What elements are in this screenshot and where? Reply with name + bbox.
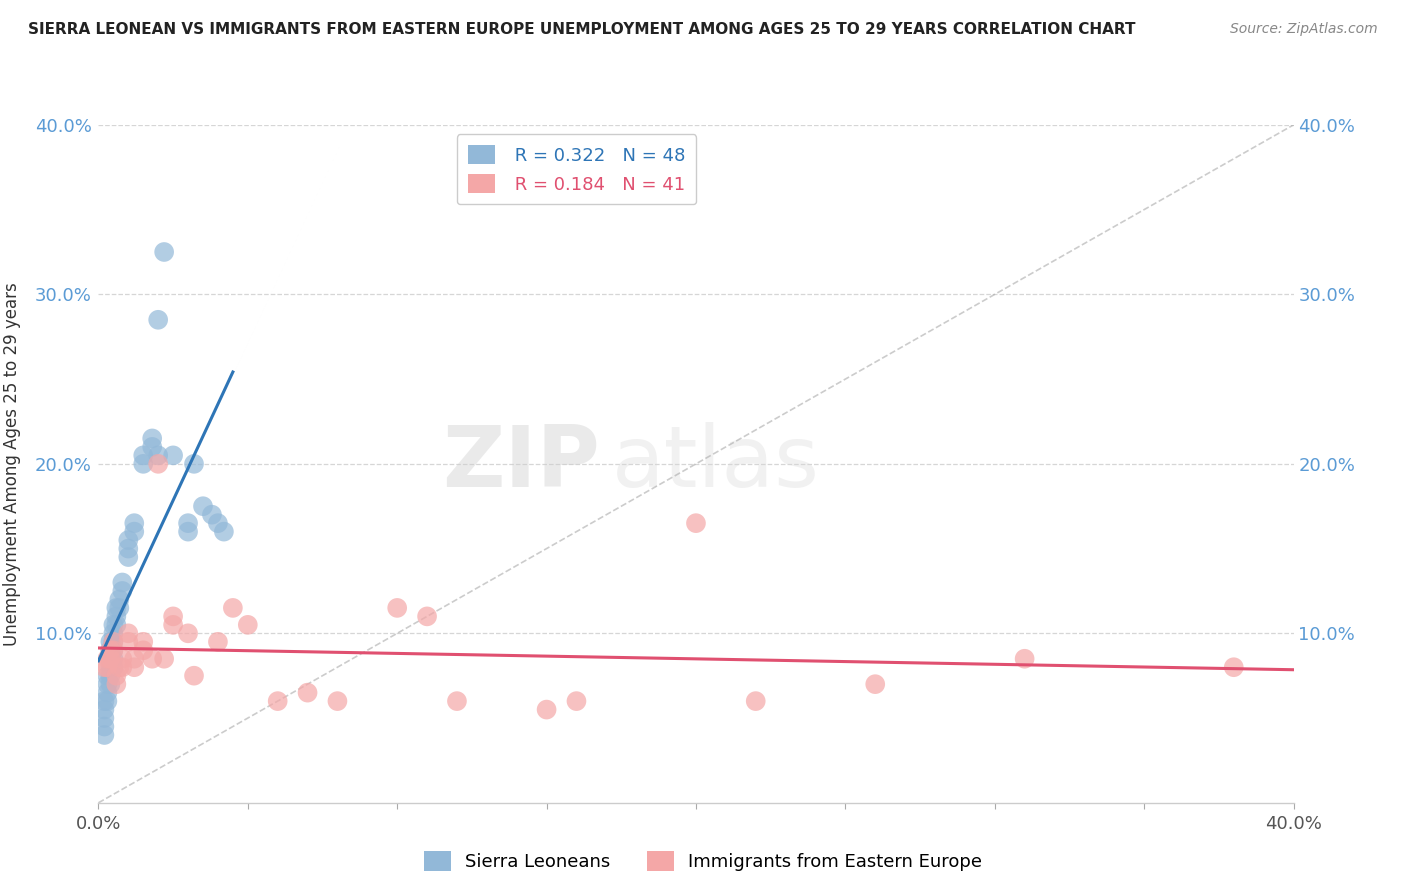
Point [124, 660, 146, 674]
Point [207, 516, 229, 530]
Point [124, 651, 146, 665]
Point [132, 635, 155, 649]
Point [183, 457, 205, 471]
Point [222, 601, 245, 615]
Text: atlas: atlas [613, 422, 820, 506]
Point [153, 651, 176, 665]
Legend:  R = 0.322   N = 48,  R = 0.184   N = 41: R = 0.322 N = 48, R = 0.184 N = 41 [457, 134, 696, 204]
Point [446, 694, 468, 708]
Point [96, 685, 118, 699]
Point [117, 626, 139, 640]
Point [326, 694, 349, 708]
Point [124, 524, 146, 539]
Point [103, 651, 125, 665]
Point [416, 609, 439, 624]
Point [105, 669, 128, 683]
Point [100, 669, 122, 683]
Point [93, 728, 115, 742]
Point [117, 533, 139, 548]
Point [111, 660, 134, 674]
Point [103, 618, 125, 632]
Point [1014, 651, 1036, 665]
Point [103, 660, 125, 674]
Point [267, 694, 290, 708]
Point [132, 643, 155, 657]
Point [148, 449, 170, 463]
Point [201, 508, 224, 522]
Point [132, 449, 155, 463]
Point [183, 669, 205, 683]
Point [297, 685, 319, 699]
Legend: Sierra Leoneans, Immigrants from Eastern Europe: Sierra Leoneans, Immigrants from Eastern… [416, 844, 990, 879]
Point [177, 516, 200, 530]
Point [96, 694, 118, 708]
Text: SIERRA LEONEAN VS IMMIGRANTS FROM EASTERN EUROPE UNEMPLOYMENT AMONG AGES 25 TO 2: SIERRA LEONEAN VS IMMIGRANTS FROM EASTER… [28, 22, 1136, 37]
Point [100, 660, 122, 674]
Point [177, 524, 200, 539]
Point [103, 635, 125, 649]
Point [1223, 660, 1246, 674]
Point [148, 457, 170, 471]
Point [162, 618, 184, 632]
Point [111, 575, 134, 590]
Point [141, 432, 163, 446]
Point [153, 244, 176, 259]
Point [141, 440, 163, 454]
Point [103, 635, 125, 649]
Point [93, 711, 115, 725]
Point [103, 626, 125, 640]
Point [865, 677, 887, 691]
Point [105, 677, 128, 691]
Point [236, 618, 259, 632]
Point [100, 635, 122, 649]
Point [100, 651, 122, 665]
Point [96, 651, 118, 665]
Point [191, 500, 214, 514]
Point [132, 457, 155, 471]
Point [105, 618, 128, 632]
Point [207, 635, 229, 649]
Point [117, 635, 139, 649]
Point [385, 601, 409, 615]
Point [100, 643, 122, 657]
Point [117, 541, 139, 556]
Point [177, 626, 200, 640]
Point [536, 703, 558, 717]
Point [93, 694, 115, 708]
Text: Source: ZipAtlas.com: Source: ZipAtlas.com [1230, 22, 1378, 37]
Point [100, 677, 122, 691]
Point [117, 549, 139, 565]
Point [162, 449, 184, 463]
Point [93, 719, 115, 733]
Point [111, 584, 134, 599]
Point [565, 694, 588, 708]
Point [96, 669, 118, 683]
Point [103, 643, 125, 657]
Y-axis label: Unemployment Among Ages 25 to 29 years: Unemployment Among Ages 25 to 29 years [3, 282, 21, 646]
Point [96, 677, 118, 691]
Point [105, 609, 128, 624]
Point [148, 313, 170, 327]
Point [105, 601, 128, 615]
Point [108, 660, 131, 674]
Point [103, 643, 125, 657]
Point [162, 609, 184, 624]
Point [108, 601, 131, 615]
Point [108, 592, 131, 607]
Point [100, 651, 122, 665]
Point [685, 516, 707, 530]
Point [100, 643, 122, 657]
Point [93, 660, 115, 674]
Point [111, 651, 134, 665]
Point [96, 660, 118, 674]
Point [141, 651, 163, 665]
Point [745, 694, 768, 708]
Text: ZIP: ZIP [443, 422, 600, 506]
Point [124, 516, 146, 530]
Point [212, 524, 235, 539]
Point [93, 703, 115, 717]
